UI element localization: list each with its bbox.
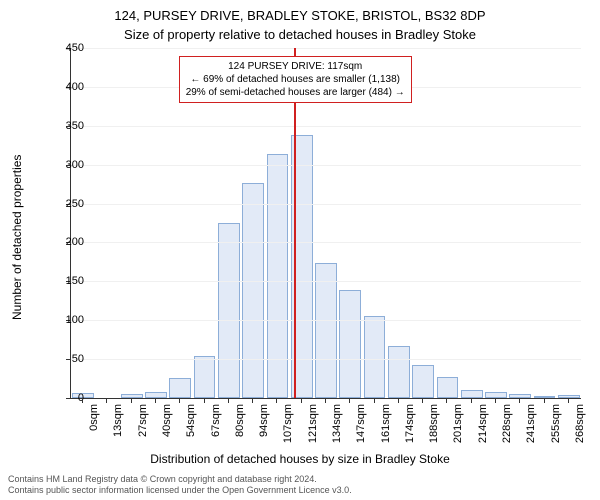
x-tick-mark [495,398,496,403]
x-tick-label: 161sqm [380,404,392,444]
y-tick-label: 300 [44,159,84,171]
x-tick-label: 241sqm [525,404,537,444]
y-tick-label: 400 [44,81,84,93]
x-tick-label: 147sqm [355,404,367,444]
footer-line-1: Contains HM Land Registry data © Crown c… [8,474,352,485]
y-tick-label: 350 [44,120,84,132]
x-tick-mark [106,398,107,403]
gridline [71,281,581,282]
x-tick-mark [471,398,472,403]
y-tick-label: 0 [44,392,84,404]
x-tick-label: 67sqm [210,404,222,444]
chart-title-sub: Size of property relative to detached ho… [0,27,600,42]
x-tick-mark [131,398,132,403]
x-tick-mark [374,398,375,403]
x-tick-label: 201sqm [452,404,464,444]
histogram-bar [558,395,580,398]
histogram-bar [242,183,264,398]
y-tick-label: 150 [44,275,84,287]
y-tick-label: 250 [44,198,84,210]
x-tick-label: 40sqm [161,404,173,444]
x-tick-mark [544,398,545,403]
histogram-bar [218,223,240,398]
footer-line-2: Contains public sector information licen… [8,485,352,496]
x-tick-mark [301,398,302,403]
histogram-bar [412,365,434,398]
x-tick-mark [228,398,229,403]
x-axis-label: Distribution of detached houses by size … [0,452,600,466]
histogram-bar [461,390,483,398]
gridline [71,242,581,243]
gridline [71,320,581,321]
y-axis-label: Number of detached properties [10,155,24,320]
x-tick-label: 255sqm [550,404,562,444]
y-tick-label: 100 [44,314,84,326]
x-tick-label: 188sqm [428,404,440,444]
x-tick-label: 94sqm [258,404,270,444]
x-tick-label: 0sqm [88,404,100,444]
gridline [71,48,581,49]
x-tick-mark [349,398,350,403]
x-tick-mark [155,398,156,403]
gridline [71,359,581,360]
gridline [71,165,581,166]
histogram-bar [169,378,191,398]
y-tick-label: 200 [44,236,84,248]
histogram-bar [437,377,459,398]
x-tick-label: 214sqm [477,404,489,444]
x-tick-mark [568,398,569,403]
footer-attribution: Contains HM Land Registry data © Crown c… [8,474,352,496]
histogram-bar [315,263,337,398]
x-tick-mark [82,398,83,403]
histogram-bar [121,394,143,398]
histogram-bar [339,290,361,398]
x-tick-mark [446,398,447,403]
histogram-bar [194,356,216,398]
x-tick-label: 27sqm [137,404,149,444]
x-tick-label: 80sqm [234,404,246,444]
x-tick-mark [276,398,277,403]
x-tick-mark [422,398,423,403]
x-tick-label: 54sqm [185,404,197,444]
histogram-bar [534,396,556,398]
annotation-box: 124 PURSEY DRIVE: 117sqm← 69% of detache… [179,56,412,103]
x-tick-label: 268sqm [574,404,586,444]
x-tick-label: 13sqm [112,404,124,444]
x-tick-label: 107sqm [282,404,294,444]
x-tick-mark [252,398,253,403]
gridline [71,204,581,205]
histogram-bar [364,316,386,398]
x-tick-mark [519,398,520,403]
x-tick-mark [179,398,180,403]
x-tick-label: 121sqm [307,404,319,444]
x-tick-label: 174sqm [404,404,416,444]
x-tick-label: 134sqm [331,404,343,444]
x-tick-mark [204,398,205,403]
chart-title-main: 124, PURSEY DRIVE, BRADLEY STOKE, BRISTO… [0,8,600,23]
x-tick-label: 228sqm [501,404,513,444]
y-tick-label: 450 [44,42,84,54]
y-tick-label: 50 [44,353,84,365]
annotation-line: 29% of semi-detached houses are larger (… [186,86,405,99]
annotation-line: ← 69% of detached houses are smaller (1,… [186,73,405,86]
x-tick-mark [398,398,399,403]
x-tick-mark [325,398,326,403]
annotation-line: 124 PURSEY DRIVE: 117sqm [186,60,405,73]
plot-area: 124 PURSEY DRIVE: 117sqm← 69% of detache… [70,48,581,399]
gridline [71,126,581,127]
chart-container: 124, PURSEY DRIVE, BRADLEY STOKE, BRISTO… [0,0,600,500]
histogram-bar [388,346,410,398]
histogram-bar [267,154,289,398]
